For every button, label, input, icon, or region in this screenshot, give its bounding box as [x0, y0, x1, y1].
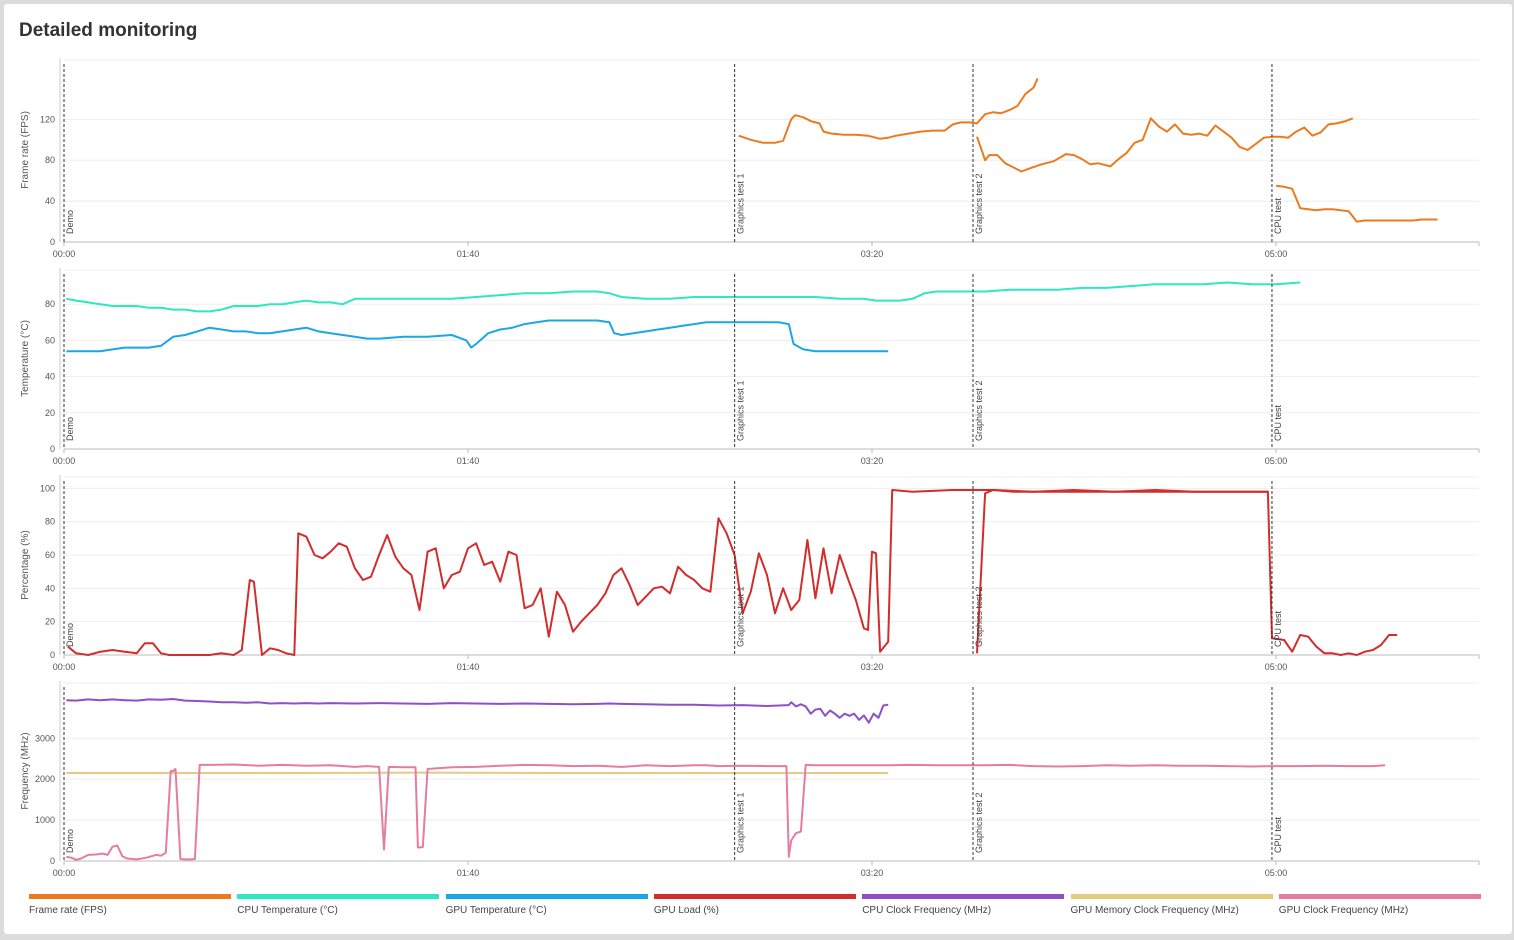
- x-tick-label: 00:00: [53, 456, 76, 466]
- y-tick-label: 0: [50, 856, 55, 866]
- test-marker-label: Graphics test 1: [736, 792, 746, 853]
- test-marker-label: Demo: [65, 829, 75, 853]
- series-line: [976, 117, 1354, 173]
- legend-color-swatch: [237, 894, 440, 899]
- y-tick-label: 60: [45, 550, 55, 560]
- x-tick-label: 03:20: [861, 456, 884, 466]
- test-marker-label: Graphics test 1: [736, 586, 746, 647]
- y-tick-label: 20: [45, 408, 55, 418]
- x-tick-label: 01:40: [457, 456, 480, 466]
- chart-panel-1: 0 40 80 120 00:00 01:40 03:20 05:00 Frame rate (…: [20, 58, 1480, 259]
- y-tick-label: 0: [50, 444, 55, 454]
- y-tick-label: 80: [45, 155, 55, 165]
- test-marker-label: Demo: [65, 210, 75, 234]
- chart-panel-3: 0 20 40 60 80 100 00:00 01:40 03:20 05:00 Percenta…: [20, 475, 1480, 672]
- y-tick-label: 0: [50, 237, 55, 247]
- legend-color-swatch: [862, 894, 1065, 899]
- test-marker-label: CPU test: [1273, 816, 1283, 853]
- y-tick-label: 40: [45, 196, 55, 206]
- series-line: [66, 281, 1301, 313]
- y-tick-label: 3000: [35, 733, 55, 743]
- y-tick-label: 100: [40, 483, 55, 493]
- series-line: [738, 78, 1039, 144]
- y-tick-label: 40: [45, 583, 55, 593]
- legend-item[interactable]: GPU Memory Clock Frequency (MHz): [1070, 894, 1273, 916]
- legend-label: CPU Clock Frequency (MHz): [862, 905, 992, 916]
- test-marker-label: CPU test: [1273, 610, 1283, 647]
- x-tick-label: 03:20: [861, 868, 884, 878]
- legend-item[interactable]: CPU Clock Frequency (MHz): [862, 894, 1065, 916]
- test-marker-label: CPU test: [1273, 404, 1283, 441]
- legend-color-swatch: [29, 894, 231, 899]
- legend-item[interactable]: GPU Temperature (°C): [445, 894, 648, 916]
- test-marker-label: CPU test: [1273, 197, 1283, 234]
- y-axis-label: Frequency (MHz): [20, 732, 31, 809]
- x-tick-label: 01:40: [457, 868, 480, 878]
- y-tick-label: 1000: [35, 815, 55, 825]
- series-line: [1275, 184, 1438, 223]
- y-tick-label: 60: [45, 335, 55, 345]
- y-tick-label: 0: [50, 650, 55, 660]
- x-tick-label: 01:40: [457, 249, 480, 259]
- y-axis-label: Percentage (%): [20, 530, 31, 599]
- x-tick-label: 05:00: [1265, 249, 1288, 259]
- legend-label: CPU Temperature (°C): [237, 905, 338, 916]
- legend-item[interactable]: GPU Load (%): [653, 894, 856, 916]
- legend-color-swatch: [1278, 894, 1481, 899]
- y-tick-label: 40: [45, 372, 55, 382]
- y-axis-label: Frame rate (FPS): [20, 111, 31, 189]
- legend-item[interactable]: Frame rate (FPS): [29, 894, 231, 916]
- y-tick-label: 20: [45, 617, 55, 627]
- test-marker-label: Graphics test 2: [974, 380, 984, 441]
- x-tick-label: 01:40: [457, 662, 480, 672]
- x-tick-label: 05:00: [1265, 868, 1288, 878]
- test-marker-label: Demo: [65, 623, 75, 647]
- legend-label: GPU Memory Clock Frequency (MHz): [1070, 905, 1239, 916]
- legend-label: GPU Clock Frequency (MHz): [1278, 905, 1409, 916]
- x-tick-label: 05:00: [1265, 456, 1288, 466]
- test-marker-label: Graphics test 2: [974, 173, 984, 234]
- x-tick-label: 00:00: [53, 249, 76, 259]
- legend-color-swatch: [445, 894, 648, 899]
- test-marker-label: Graphics test 2: [974, 586, 984, 647]
- y-tick-label: 2000: [35, 774, 55, 784]
- legend-color-swatch: [1070, 894, 1273, 899]
- test-marker-label: Graphics test 1: [736, 173, 746, 234]
- y-tick-label: 80: [45, 517, 55, 527]
- x-tick-label: 05:00: [1265, 662, 1288, 672]
- series-line: [66, 763, 1386, 861]
- y-tick-label: 120: [40, 114, 55, 124]
- legend-label: GPU Temperature (°C): [445, 905, 547, 916]
- test-marker-label: Graphics test 2: [974, 792, 984, 853]
- legend-label: Frame rate (FPS): [29, 905, 107, 916]
- series-line: [66, 698, 889, 724]
- legend-item[interactable]: CPU Temperature (°C): [237, 894, 440, 916]
- series-line: [67, 489, 1398, 656]
- legend-label: GPU Load (%): [653, 905, 719, 916]
- test-marker-label: Demo: [65, 417, 75, 441]
- page-title: Detailed monitoring: [19, 20, 198, 41]
- series-line: [976, 489, 1268, 654]
- x-tick-label: 00:00: [53, 868, 76, 878]
- chart-panel-4: 0 1000 2000 3000 00:00 01:40 03:20 05:00 Frequen…: [20, 681, 1480, 878]
- y-tick-label: 80: [45, 299, 55, 309]
- y-axis-label: Temperature (°C): [20, 320, 31, 397]
- chart-panel-2: 0 20 40 60 80 00:00 01:40 03:20 05:00 Temperature…: [20, 268, 1480, 466]
- legend-color-swatch: [653, 894, 856, 899]
- test-marker-label: Graphics test 1: [736, 380, 746, 441]
- x-tick-label: 03:20: [861, 249, 884, 259]
- series-line: [66, 319, 889, 353]
- x-tick-label: 00:00: [53, 662, 76, 672]
- x-tick-label: 03:20: [861, 662, 884, 672]
- legend-item[interactable]: GPU Clock Frequency (MHz): [1278, 894, 1481, 916]
